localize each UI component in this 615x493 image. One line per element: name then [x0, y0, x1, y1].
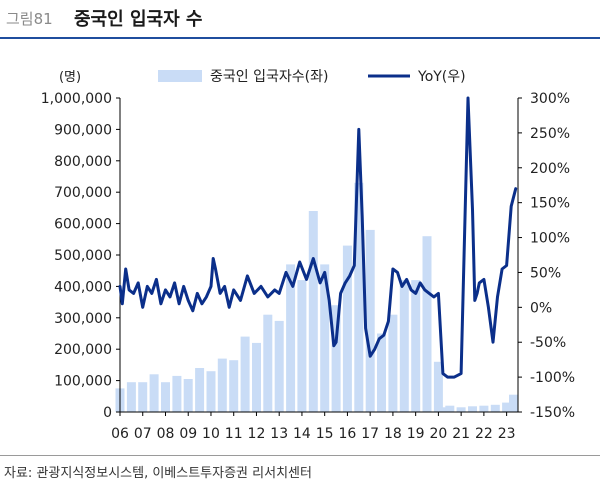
y-right-tick-label: -150%: [530, 405, 575, 421]
x-tick-label: 17: [361, 426, 379, 442]
visitor-bar: [183, 379, 193, 412]
visitor-bar: [252, 342, 261, 412]
figure-header: 그림81 중국인 입국자 수: [0, 0, 615, 39]
axes: 0 100,000 200,000 300,000 400,000 500,000 600,…: [41, 91, 575, 442]
visitor-bar: [502, 402, 512, 412]
y-left-tick-label: 200,000: [54, 342, 112, 358]
x-tick-label: 15: [316, 426, 334, 442]
x-tick-label: 12: [248, 426, 266, 442]
visitor-bar: [479, 405, 489, 412]
y-left-tick-label: 400,000: [54, 279, 112, 295]
legend-line-label: YoY(우): [417, 69, 466, 85]
y-left-tick-label: 700,000: [54, 185, 112, 201]
visitor-bar: [388, 314, 398, 412]
visitor-bar: [195, 368, 205, 412]
visitor-bar: [468, 406, 477, 412]
visitor-bar: [490, 404, 500, 412]
visitor-bar: [240, 336, 250, 412]
visitor-bar: [411, 280, 421, 412]
visitor-bar: [354, 182, 364, 412]
x-tick-label: 21: [452, 426, 470, 442]
y-left-tick-label: 500,000: [54, 248, 112, 264]
figure-title: 중국인 입국자 수: [74, 9, 203, 30]
visitor-bar: [297, 280, 307, 412]
visitor-bar: [365, 229, 375, 412]
visitor-bar: [217, 358, 227, 412]
visitor-bar: [445, 405, 455, 412]
x-tick-label: 23: [498, 426, 516, 442]
y-right-tick-label: 100%: [530, 231, 570, 247]
x-tick-label: 14: [293, 426, 311, 442]
visitor-bar: [286, 264, 296, 412]
x-tick-label: 20: [429, 426, 447, 442]
x-tick-label: 06: [111, 426, 129, 442]
visitor-bar: [126, 382, 136, 412]
line-series: [118, 96, 518, 379]
yoy-line: [118, 96, 518, 379]
x-tick-label: 18: [384, 426, 402, 442]
x-tick-label: 07: [134, 426, 152, 442]
figure-number: 그림81: [6, 10, 53, 28]
visitor-bar: [433, 361, 443, 412]
visitor-bar: [422, 236, 432, 412]
x-tick-label: 13: [270, 426, 288, 442]
x-tick-label: 10: [202, 426, 220, 442]
footer-rule: [0, 455, 600, 456]
legend: 중국인 입국자수(좌) YoY(우): [158, 69, 466, 85]
y-left-unit-label: (명): [59, 70, 81, 85]
y-left-tick-label: 100,000: [54, 374, 112, 390]
y-right-tick-label: 50%: [530, 265, 561, 281]
legend-bar-swatch: [158, 70, 202, 82]
y-left-tick-label: 0: [103, 405, 112, 421]
y-left-tick-label: 1,000,000: [41, 91, 112, 107]
y-right-tick-label: -50%: [530, 335, 566, 351]
header-rule: [0, 37, 600, 39]
y-right-tick-label: 200%: [530, 161, 570, 177]
y-left-tick-label: 800,000: [54, 154, 112, 170]
x-tick-label: 11: [225, 426, 243, 442]
visitor-bar: [509, 394, 518, 412]
visitor-bar: [263, 314, 273, 412]
visitor-bar: [439, 407, 449, 412]
visitor-bar: [274, 320, 284, 412]
y-left-tick-label: 300,000: [54, 311, 112, 327]
x-tick-label: 22: [475, 426, 493, 442]
visitor-bar: [161, 382, 170, 412]
visitor-bar: [456, 407, 466, 412]
bar-series: [115, 182, 518, 412]
visitor-bar: [138, 382, 148, 412]
x-tick-label: 19: [407, 426, 425, 442]
y-right-tick-label: 300%: [530, 91, 570, 107]
visitor-bar: [206, 371, 216, 412]
y-left-tick-label: 900,000: [54, 122, 112, 138]
x-tick-label: 16: [339, 426, 357, 442]
visitor-bar: [308, 211, 318, 412]
y-right-tick-label: 150%: [530, 196, 570, 212]
visitor-bar: [399, 280, 409, 412]
x-tick-label: 08: [157, 426, 175, 442]
visitor-bar: [331, 305, 341, 412]
y-right-tick-label: -100%: [530, 370, 575, 386]
source-note: 자료: 관광지식정보시스템, 이베스트투자증권 리서치센터: [4, 466, 312, 481]
y-right-tick-label: 0%: [530, 300, 552, 316]
x-tick-label: 09: [179, 426, 197, 442]
y-left-tick-label: 600,000: [54, 217, 112, 233]
visitor-bar: [320, 264, 330, 412]
visitor-bar: [342, 245, 352, 412]
y-right-tick-label: 250%: [530, 126, 570, 142]
visitor-bar: [172, 375, 182, 412]
visitor-bar: [377, 333, 386, 412]
visitor-bar: [149, 374, 159, 412]
visitor-bar: [229, 360, 239, 412]
legend-bar-label: 중국인 입국자수(좌): [210, 69, 328, 85]
